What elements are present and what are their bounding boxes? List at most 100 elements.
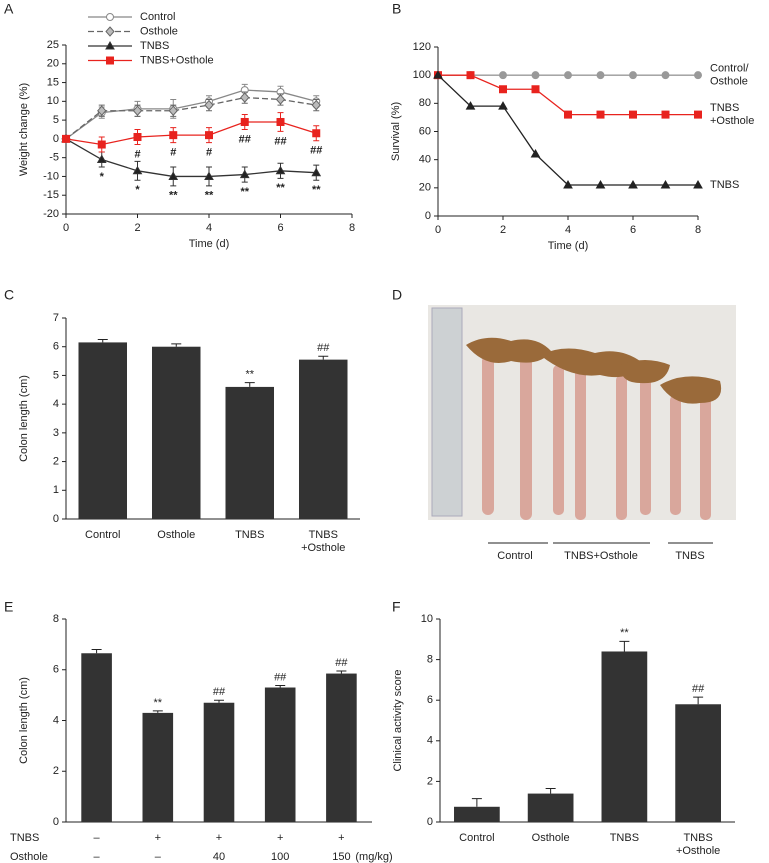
significance: ## [239, 133, 251, 145]
y-tick-label: 6 [427, 694, 433, 706]
table-unit: (mg/kg) [355, 851, 392, 863]
y-tick-label: 4 [53, 714, 59, 726]
point [311, 99, 321, 111]
significance: ## [317, 342, 330, 354]
point [62, 134, 70, 143]
point [132, 105, 143, 116]
panel-letter: E [4, 599, 13, 615]
point [661, 110, 670, 119]
series-label: Osthole [710, 76, 748, 88]
x-axis-label: Time (d) [548, 240, 589, 252]
legend-label: TNBS [140, 40, 169, 52]
point [204, 171, 214, 180]
significance: ## [274, 135, 286, 147]
point [276, 117, 285, 126]
point [97, 140, 106, 149]
y-tick-label: 15 [47, 76, 59, 88]
point [204, 99, 214, 111]
x-tick-label: Osthole [532, 832, 570, 844]
x-tick-label: +Osthole [676, 845, 720, 857]
table-cell: + [338, 832, 344, 844]
significance: ## [692, 683, 705, 695]
colon-tissue [482, 355, 711, 520]
point [628, 180, 638, 189]
y-tick-label: -10 [43, 170, 59, 182]
error-bar [171, 343, 182, 347]
point [693, 180, 703, 189]
bar [454, 806, 500, 822]
significance: # [170, 147, 176, 159]
x-tick-label: 4 [565, 224, 571, 236]
y-tick-label: 80 [419, 97, 431, 109]
point [240, 92, 250, 103]
table-cell: + [155, 832, 161, 844]
y-tick-label: -15 [43, 189, 59, 201]
significance: ## [335, 657, 348, 669]
significance: ** [620, 627, 629, 639]
series-label: +Osthole [710, 115, 754, 127]
error-bar [471, 798, 482, 807]
y-axis-label: Clinical activity score [392, 669, 404, 771]
x-tick-label: 0 [435, 224, 441, 236]
significance: ** [205, 190, 214, 202]
bar [527, 793, 574, 822]
series-label: TNBS [710, 179, 739, 191]
ruler [431, 307, 463, 517]
y-tick-label: 1 [53, 484, 59, 496]
x-tick-label: Osthole [157, 529, 195, 541]
x-tick-label: TNBS [610, 832, 639, 844]
y-tick-label: 2 [427, 775, 433, 787]
y-tick-label: 7 [53, 312, 59, 324]
point [530, 149, 541, 158]
point [564, 110, 572, 119]
bar [601, 651, 648, 822]
y-tick-label: 25 [47, 39, 59, 51]
photo-panel: D Control TNBS+Osthole TNBS [392, 287, 736, 562]
series-line [438, 74, 698, 116]
series-line [65, 138, 317, 178]
point [661, 71, 670, 80]
point [660, 180, 671, 189]
table-cell: 150 [332, 851, 350, 863]
panel-letter: A [4, 1, 14, 17]
point [596, 110, 605, 119]
legend-marker [106, 13, 114, 21]
table-cell: + [277, 832, 283, 844]
significance: ** [169, 190, 178, 202]
bar [142, 712, 174, 822]
point [97, 105, 107, 116]
series-line [65, 121, 317, 146]
table-cell: + [216, 832, 222, 844]
panel-letter: B [392, 1, 401, 17]
x-tick-label: 8 [349, 222, 355, 234]
error-bar [619, 640, 630, 652]
point [205, 131, 213, 140]
point [564, 71, 572, 80]
y-axis-label: Survival (%) [390, 102, 402, 161]
x-tick-label: +Osthole [301, 542, 345, 554]
y-axis-label: Colon length (cm) [18, 677, 30, 764]
y-tick-label: 5 [53, 114, 59, 126]
significance: * [135, 184, 140, 196]
significance: ** [154, 697, 163, 709]
y-tick-label: 20 [419, 182, 431, 194]
y-tick-label: 60 [419, 125, 431, 137]
bar [225, 386, 275, 519]
y-tick-label: 5 [53, 369, 59, 381]
significance: ## [310, 145, 322, 157]
y-tick-label: 3 [53, 427, 59, 439]
table-cell: 100 [271, 851, 289, 863]
x-tick-label: 6 [630, 224, 636, 236]
error-bar [693, 696, 704, 705]
x-tick-label: 0 [63, 222, 69, 234]
significance: ** [245, 369, 254, 381]
bar [78, 342, 128, 519]
bar [203, 702, 235, 822]
x-tick-label: TNBS [683, 832, 712, 844]
y-tick-label: 40 [419, 154, 431, 166]
y-tick-label: 4 [53, 398, 59, 410]
legend-marker [105, 40, 115, 50]
point [275, 165, 286, 175]
x-tick-label: 4 [206, 222, 212, 234]
